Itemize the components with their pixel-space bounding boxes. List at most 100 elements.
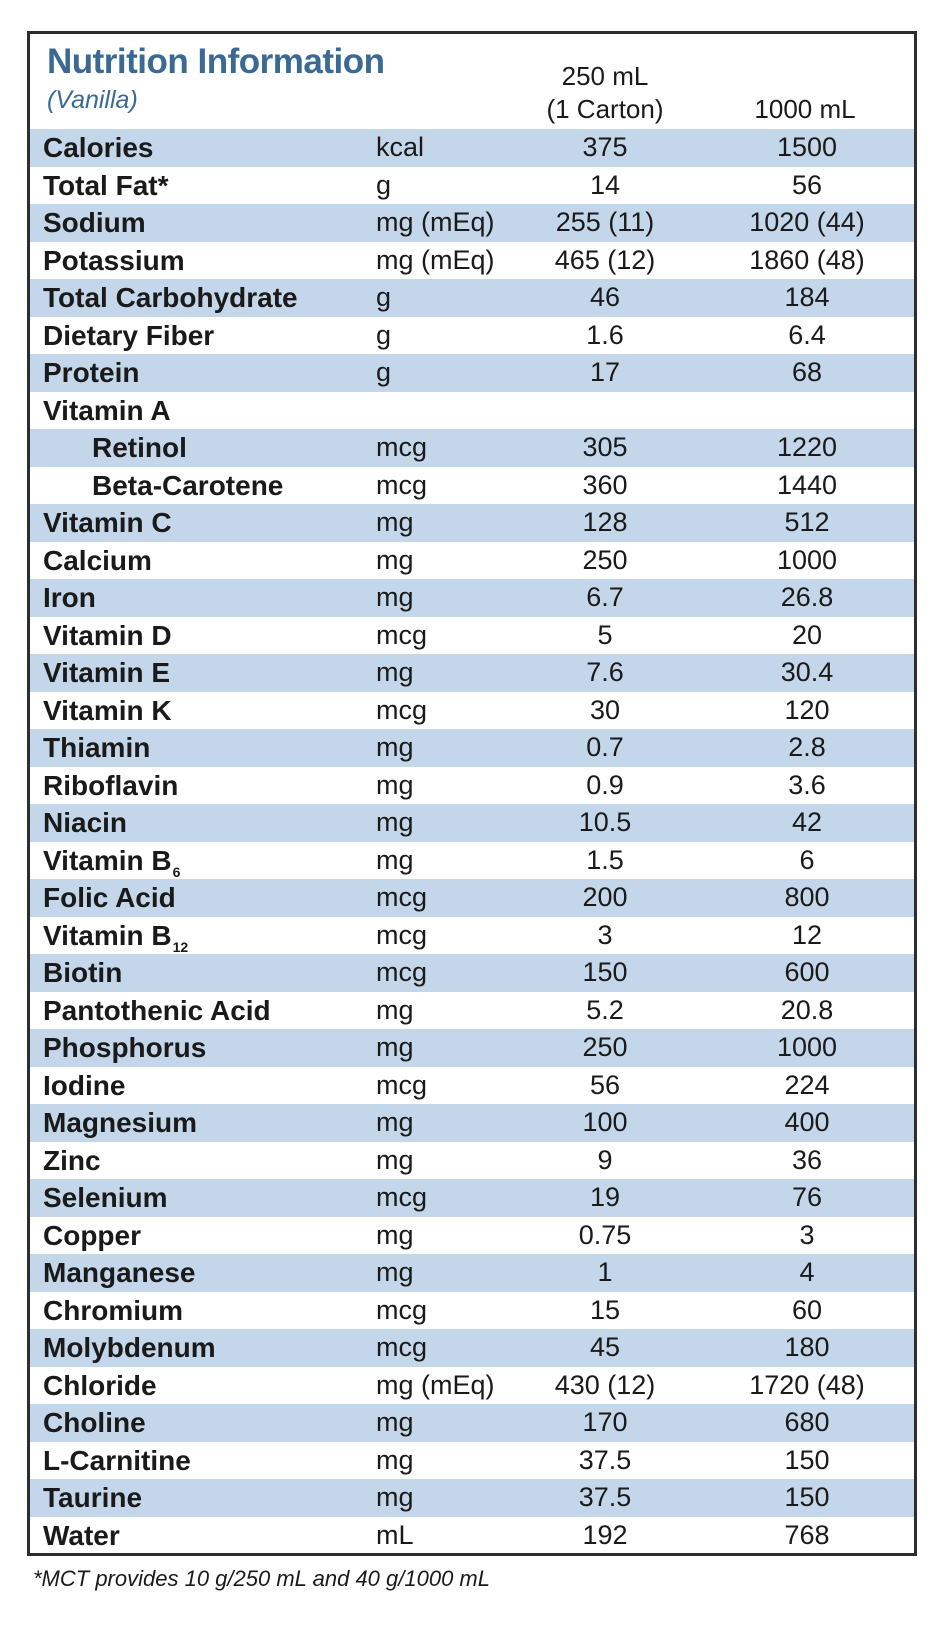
table-row: Copper mg 0.75 3 xyxy=(30,1217,914,1255)
value-1000ml: 1860 (48) xyxy=(749,244,865,275)
nutrient-name: Vitamin C xyxy=(43,504,172,542)
table-row: Vitamin C mg 128 512 xyxy=(30,504,914,542)
nutrient-name: Chromium xyxy=(43,1292,183,1330)
nutrient-name-text: Vitamin E xyxy=(43,657,171,688)
nutrient-name-text: Molybdenum xyxy=(43,1332,216,1363)
value-1000ml: 180 xyxy=(784,1332,830,1362)
value-1000ml: 600 xyxy=(784,957,830,987)
value-250ml: 17 xyxy=(589,357,621,387)
nutrient-name-text: L-Carnitine xyxy=(43,1444,191,1476)
table-row: Riboflavin mg 0.9 3.6 xyxy=(30,767,914,805)
nutrient-name: Pantothenic Acid xyxy=(43,992,271,1030)
nutrient-subscript: 6 xyxy=(172,863,181,880)
nutrient-unit: mg xyxy=(376,1407,414,1437)
nutrient-name-text: Vitamin B xyxy=(43,844,172,876)
value-1000ml: 36 xyxy=(791,1144,823,1175)
value-1000ml: 224 xyxy=(784,1069,830,1100)
nutrient-name-text: Pantothenic Acid xyxy=(43,994,271,1026)
table-row: Thiamin mg 0.7 2.8 xyxy=(30,729,914,767)
value-1000ml: 4 xyxy=(799,1257,815,1287)
column-header-1000ml: 1000 mL xyxy=(754,94,856,124)
table-row: Chloride mg (mEq) 430 (12) 1720 (48) xyxy=(30,1367,914,1405)
value-250ml: 56 xyxy=(589,1069,621,1100)
nutrient-name: Molybdenum xyxy=(43,1329,216,1367)
nutrient-name: Iron xyxy=(43,579,96,617)
value-250ml: 250 xyxy=(582,1032,628,1062)
nutrient-unit: mg xyxy=(376,1219,414,1250)
nutrient-name-text: Zinc xyxy=(43,1144,101,1176)
nutrient-unit: mcg xyxy=(376,882,428,912)
nutrient-name: Sodium xyxy=(43,204,146,242)
nutrient-unit: mcg xyxy=(376,432,428,462)
value-250ml: 1 xyxy=(597,1257,613,1287)
table-row: Zinc mg 9 36 xyxy=(30,1142,914,1180)
nutrient-name: Calcium xyxy=(43,542,152,580)
nutrient-name-text: Riboflavin xyxy=(43,769,179,801)
value-1000ml: 1020 (44) xyxy=(749,207,865,237)
value-1000ml: 3 xyxy=(799,1219,815,1250)
nutrient-name: L-Carnitine xyxy=(43,1442,191,1480)
nutrient-name: Calories xyxy=(43,129,154,167)
nutrient-name: Vitamin A xyxy=(43,392,171,430)
value-1000ml: 56 xyxy=(791,169,823,200)
nutrient-name-text: Vitamin B xyxy=(43,919,172,951)
nutrient-unit: g xyxy=(376,169,392,200)
footnote: *MCT provides 10 g/250 mL and 40 g/1000 … xyxy=(33,1566,490,1591)
nutrient-unit: mcg xyxy=(376,694,428,725)
value-1000ml: 120 xyxy=(784,694,830,725)
nutrient-name-text: Potassium xyxy=(43,244,185,276)
table-row: Calcium mg 250 1000 xyxy=(30,542,914,580)
value-1000ml: 400 xyxy=(784,1107,830,1137)
value-1000ml: 30.4 xyxy=(780,657,834,687)
table-row: Chromium mcg 15 60 xyxy=(30,1292,914,1330)
nutrient-name-text: Biotin xyxy=(43,957,123,988)
nutrient-unit: mL xyxy=(376,1519,414,1550)
nutrient-name: Selenium xyxy=(43,1179,167,1217)
value-1000ml: 1440 xyxy=(776,469,838,500)
nutrient-name-text: Choline xyxy=(43,1407,146,1438)
value-250ml: 14 xyxy=(589,169,621,200)
nutrient-unit: mg xyxy=(376,1144,414,1175)
nutrient-name-text: Niacin xyxy=(43,807,128,838)
nutrient-name-text: Calcium xyxy=(43,544,152,576)
nutrient-name: Chloride xyxy=(43,1367,157,1405)
nutrient-unit: mcg xyxy=(376,1294,428,1325)
value-1000ml: 1000 xyxy=(776,544,838,575)
value-250ml: 360 xyxy=(582,469,628,500)
nutrient-name-text: Protein xyxy=(43,357,140,388)
nutrient-name-text: Dietary Fiber xyxy=(43,319,215,351)
nutrient-unit: mg xyxy=(376,732,414,762)
value-1000ml: 800 xyxy=(784,882,830,912)
nutrient-name-text: Folic Acid xyxy=(43,882,176,913)
value-250ml: 19 xyxy=(589,1182,621,1212)
value-1000ml: 20.8 xyxy=(780,994,834,1025)
value-250ml: 3 xyxy=(597,919,613,950)
nutrient-name: Magnesium xyxy=(43,1104,197,1142)
value-250ml: 7.6 xyxy=(586,657,624,687)
value-250ml: 0.75 xyxy=(578,1219,632,1250)
value-250ml: 15 xyxy=(589,1294,621,1325)
nutrient-unit: kcal xyxy=(376,132,425,162)
value-250ml: 255 (11) xyxy=(555,207,655,237)
value-250ml: 9 xyxy=(597,1144,613,1175)
nutrient-name-text: Magnesium xyxy=(43,1107,198,1138)
nutrient-name-text: Chloride xyxy=(43,1369,157,1401)
value-250ml: 5 xyxy=(597,619,613,650)
nutrient-name-text: Vitamin C xyxy=(43,507,172,538)
value-1000ml: 680 xyxy=(784,1407,830,1437)
nutrient-name: Beta-Carotene xyxy=(92,467,283,505)
table-row: Vitamin A xyxy=(30,392,914,430)
value-1000ml: 3.6 xyxy=(788,769,826,800)
nutrient-name: Iodine xyxy=(43,1067,125,1105)
value-1000ml: 20 xyxy=(791,619,823,650)
table-row: Magnesium mg 100 400 xyxy=(30,1104,914,1142)
table-row: Taurine mg 37.5 150 xyxy=(30,1479,914,1517)
nutrient-name: Taurine xyxy=(43,1479,142,1517)
nutrient-name: Biotin xyxy=(43,954,122,992)
table-row: Vitamin D mcg 5 20 xyxy=(30,617,914,655)
value-250ml: 305 xyxy=(582,432,628,462)
nutrient-name-text: Sodium xyxy=(43,207,146,238)
nutrient-subscript: 12 xyxy=(172,938,189,955)
table-row: Folic Acid mcg 200 800 xyxy=(30,879,914,917)
value-250ml: 200 xyxy=(582,882,628,912)
